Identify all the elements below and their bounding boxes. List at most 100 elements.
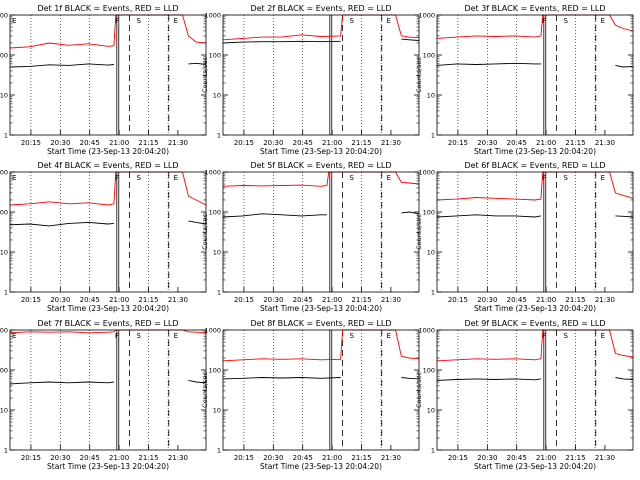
marker-label: E <box>601 332 605 340</box>
y-tick-label: 10 <box>213 249 221 257</box>
y-tick-label: 1000 <box>204 327 221 335</box>
y-tick-label: 100 <box>423 367 435 375</box>
x-tick-label: 21:00 <box>536 296 556 304</box>
x-tick-label: 20:15 <box>448 296 468 304</box>
marker-label: S <box>349 332 354 340</box>
panel-title: Det 8f BLACK = Events, RED = LLD <box>250 319 391 328</box>
panel-9: Det 9f BLACK = Events, RED = LLD F S E 1 10 10… <box>415 319 634 471</box>
x-tick-label: 20:30 <box>477 296 497 304</box>
x-tick-label: 21:15 <box>565 139 585 147</box>
marker-label: E <box>601 17 605 25</box>
x-tick-label: 20:30 <box>477 139 497 147</box>
marker-label: F <box>542 17 546 25</box>
y-tick-label: 10 <box>0 249 8 257</box>
plot-frame <box>436 14 634 136</box>
panel-3: Det 3f BLACK = Events, RED = LLD F S E 1 10 10… <box>415 4 634 156</box>
x-tick-label: 21:30 <box>168 296 188 304</box>
x-tick-label: 21:15 <box>351 454 371 462</box>
panel-title: Det 6f BLACK = Events, RED = LLD <box>464 161 605 170</box>
panel-5: Det 5f BLACK = Events, RED = LLD S E 1 10 100… <box>201 161 420 313</box>
series-events <box>222 211 420 218</box>
y-tick-label: 100 <box>0 367 8 375</box>
panel-title: Det 4f BLACK = Events, RED = LLD <box>37 161 178 170</box>
x-tick-label: 20:30 <box>50 296 70 304</box>
marker-label: E <box>174 17 178 25</box>
panel-title: Det 2f BLACK = Events, RED = LLD <box>250 4 391 13</box>
x-axis-label: Start Time (23-Sep-13 20:04:20) <box>47 147 169 156</box>
x-tick-label: 21:30 <box>168 454 188 462</box>
y-tick-label: 10 <box>427 92 435 100</box>
series-events <box>9 379 207 385</box>
x-tick-label: 21:15 <box>138 454 158 462</box>
plot-frame <box>222 171 420 293</box>
panel-4: Det 4f BLACK = Events, RED = LLD E F S E 1 10 1… <box>0 161 207 313</box>
plot-frame <box>222 14 420 136</box>
marker-label: E <box>12 174 16 182</box>
panel-title: Det 3f BLACK = Events, RED = LLD <box>464 4 605 13</box>
marker-label: S <box>136 17 141 25</box>
x-axis-label: Start Time (23-Sep-13 20:04:20) <box>260 462 382 471</box>
series-events <box>436 377 634 381</box>
y-tick-label: 1 <box>431 132 435 140</box>
x-tick-label: 20:30 <box>477 454 497 462</box>
x-tick-label: 20:45 <box>507 296 527 304</box>
y-tick-label: 10 <box>427 407 435 415</box>
x-tick-label: 20:15 <box>21 296 41 304</box>
x-tick-label: 21:15 <box>565 454 585 462</box>
x-tick-label: 20:15 <box>234 139 254 147</box>
panel-1: Det 1f BLACK = Events, RED = LLD E F S E 1 10 1… <box>0 4 207 156</box>
marker-label: S <box>563 17 568 25</box>
plot-frame <box>222 329 420 451</box>
series-events <box>9 62 207 68</box>
y-tick-label: 100 <box>209 209 221 217</box>
x-axis-label: Start Time (23-Sep-13 20:04:20) <box>47 462 169 471</box>
y-tick-label: 1 <box>431 289 435 297</box>
x-tick-label: 20:45 <box>80 454 100 462</box>
x-tick-label: 20:15 <box>448 139 468 147</box>
x-tick-label: 20:15 <box>234 296 254 304</box>
y-axis-label: Counts/sec <box>201 372 209 408</box>
y-axis-label: Counts/sec <box>415 57 423 93</box>
y-tick-label: 1000 <box>418 169 435 177</box>
x-tick-label: 20:30 <box>263 296 283 304</box>
x-tick-label: 20:15 <box>448 454 468 462</box>
x-tick-label: 20:45 <box>80 139 100 147</box>
x-tick-label: 21:15 <box>565 296 585 304</box>
plot-frame <box>9 171 207 293</box>
plot-frame <box>9 329 207 451</box>
y-tick-label: 1000 <box>204 169 221 177</box>
y-tick-label: 100 <box>423 52 435 60</box>
panel-8: Det 8f BLACK = Events, RED = LLD S E 1 10 100… <box>201 319 420 471</box>
x-tick-label: 21:30 <box>595 296 615 304</box>
panel-title: Det 1f BLACK = Events, RED = LLD <box>37 4 178 13</box>
marker-label: S <box>349 17 354 25</box>
y-tick-label: 10 <box>213 407 221 415</box>
marker-label: F <box>115 174 119 182</box>
x-tick-label: 20:45 <box>293 454 313 462</box>
x-tick-label: 20:45 <box>507 454 527 462</box>
y-tick-label: 1 <box>4 289 8 297</box>
y-axis-label: Counts/sec <box>415 214 423 250</box>
x-tick-label: 21:30 <box>595 139 615 147</box>
y-tick-label: 10 <box>427 249 435 257</box>
y-tick-label: 1 <box>217 289 221 297</box>
y-tick-label: 10 <box>213 92 221 100</box>
x-axis-label: Start Time (23-Sep-13 20:04:20) <box>260 304 382 313</box>
x-tick-label: 21:30 <box>168 139 188 147</box>
marker-label: F <box>115 332 119 340</box>
x-tick-label: 21:30 <box>381 139 401 147</box>
marker-label: F <box>115 17 119 25</box>
x-axis-label: Start Time (23-Sep-13 20:04:20) <box>474 462 596 471</box>
x-tick-label: 21:30 <box>595 454 615 462</box>
plot-frame <box>436 171 634 293</box>
y-tick-label: 1 <box>431 447 435 455</box>
x-tick-label: 20:15 <box>21 139 41 147</box>
x-tick-label: 21:00 <box>322 296 342 304</box>
series-events <box>436 62 634 68</box>
marker-label: E <box>12 17 16 25</box>
series-events <box>222 377 420 380</box>
x-tick-label: 20:45 <box>293 296 313 304</box>
x-tick-label: 20:30 <box>263 139 283 147</box>
x-tick-label: 21:15 <box>138 139 158 147</box>
